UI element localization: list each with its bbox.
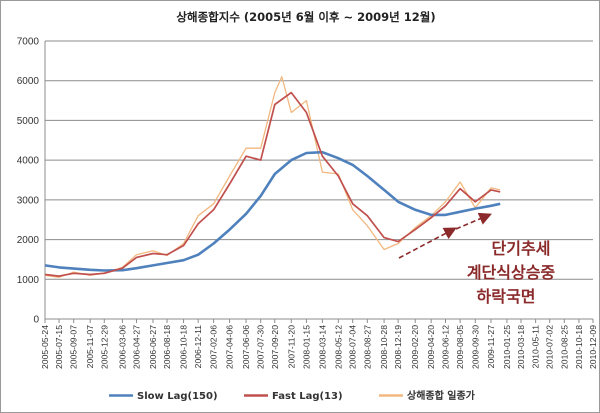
x-tick-label: 2010-03-18: [516, 325, 526, 369]
x-tick-label: 2008-12-19: [393, 325, 403, 369]
x-tick-label: 2007-09-20: [270, 325, 280, 369]
annotation-line-1: 단기추세: [492, 239, 551, 258]
y-tick-label: 6000: [17, 76, 40, 87]
annotations: 단기추세 계단식상승중 하락국면: [467, 239, 556, 306]
x-tick-label: 2005-11-07: [85, 325, 95, 369]
x-tick-label: 2008-07-04: [348, 325, 358, 369]
y-tick-label: 0: [33, 315, 39, 326]
legend-item-fast-lag-label: Fast Lag(13): [272, 391, 343, 402]
x-tick-label: 2009-09-30: [470, 325, 480, 369]
x-tick-label: 2006-12-11: [193, 325, 203, 369]
x-tick-label: 2009-04-20: [426, 325, 436, 369]
chart-title: 상해종합지수 (2005년 6월 이후 ~ 2009년 12월): [176, 10, 435, 24]
x-tick-label: 2010-08-25: [559, 325, 569, 369]
x-tick-label: 2009-06-12: [441, 325, 451, 369]
legend-item-daily-close-label: 상해종합 일종가: [407, 389, 476, 402]
x-tick-label: 2006-04-27: [131, 325, 141, 369]
x-tick-label: 2006-06-27: [148, 325, 158, 369]
x-tick-label: 2007-02-06: [209, 325, 219, 369]
x-tick-label: 2007-07-30: [256, 325, 266, 369]
x-tick-label: 2007-11-20: [286, 325, 296, 369]
legend: Slow Lag(150) Fast Lag(13) 상해종합 일종가: [109, 389, 476, 402]
legend-item-slow-lag-label: Slow Lag(150): [137, 391, 218, 402]
y-tick-label: 7000: [17, 37, 40, 48]
trend-arrow-up: [398, 227, 457, 259]
x-tick-label: 2009-02-20: [410, 325, 420, 369]
x-tick-label: 2006-03-06: [117, 325, 127, 369]
trend-arrow-down: [455, 212, 492, 230]
x-tick-label: 2010-10-18: [574, 325, 584, 369]
x-tick-label: 2009-08-05: [455, 325, 465, 369]
x-tick-label: 2006-08-18: [162, 325, 172, 369]
x-tick-label: 2010-07-02: [545, 325, 555, 369]
x-tick-label: 2008-05-12: [333, 325, 343, 369]
x-tick-label: 2007-04-06: [225, 325, 235, 369]
x-tick-label: 2005-05-24: [40, 325, 50, 369]
y-tick-label: 5000: [17, 116, 40, 127]
y-axis-ticks: 0 1000 2000 3000 4000 5000 6000 7000: [17, 37, 40, 326]
y-tick-label: 2000: [17, 235, 40, 246]
y-tick-label: 3000: [17, 195, 40, 206]
series-line-fast-lag: [44, 91, 501, 277]
x-tick-label: 2006-10-18: [179, 325, 189, 369]
x-tick-label: 2005-07-15: [54, 325, 64, 369]
x-tick-label: 2010-01-25: [502, 325, 512, 369]
x-tick-label: 2008-08-27: [362, 325, 372, 369]
x-tick-label: 2008-01-15: [301, 325, 311, 369]
x-tick-label: 2010-12-09: [588, 325, 598, 369]
trend-arrows: [398, 212, 492, 259]
series-line-daily-close: [44, 76, 501, 278]
series-layer: [44, 76, 501, 278]
series-line-slow-lag: [44, 150, 501, 272]
x-tick-label: 2009-11-27: [486, 325, 496, 369]
y-tick-label: 1000: [17, 275, 40, 286]
x-tick-label: 2007-06-06: [241, 325, 251, 369]
x-tick-label: 2008-03-14: [317, 325, 327, 369]
y-tick-label: 4000: [17, 156, 40, 167]
x-tick-label: 2008-10-28: [379, 325, 389, 369]
grid-layer: [44, 40, 593, 320]
x-axis-ticks: 2005-05-24 2005-07-15 2005-09-07 2005-11-07…: [40, 319, 598, 369]
annotation-line-3: 하락국면: [477, 287, 536, 306]
x-tick-label: 2005-12-29: [99, 325, 109, 369]
annotation-line-2: 계단식상승중: [467, 263, 556, 282]
x-tick-label: 2010-05-11: [531, 325, 541, 369]
x-tick-label: 2005-09-07: [69, 325, 79, 369]
